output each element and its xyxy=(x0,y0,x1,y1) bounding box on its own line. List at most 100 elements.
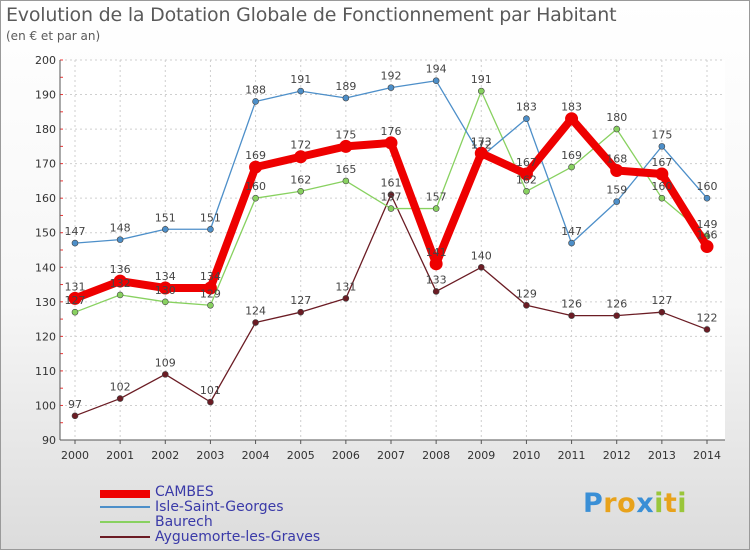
data-point-baurech xyxy=(342,177,350,185)
data-point-ayguemorte-les-graves xyxy=(432,288,440,295)
x-tick-label: 2008 xyxy=(422,449,450,462)
data-label-baurech: 180 xyxy=(606,111,627,124)
data-point-ayguemorte-les-graves xyxy=(207,398,214,406)
data-label-cambes: 134 xyxy=(155,270,176,283)
data-label-baurech: 157 xyxy=(381,191,402,204)
data-point-ayguemorte-les-graves xyxy=(71,412,79,420)
legend-swatch-cambes xyxy=(100,490,150,498)
data-label-baurech: 162 xyxy=(290,173,311,186)
x-tick-label: 2001 xyxy=(106,449,134,462)
data-label-cambes: 167 xyxy=(651,156,672,169)
data-point-isle-saint-georges xyxy=(613,198,621,205)
data-label-baurech: 127 xyxy=(65,294,86,307)
data-point-ayguemorte-les-graves xyxy=(387,191,395,199)
data-point-isle-saint-georges xyxy=(297,87,305,95)
data-point-baurech xyxy=(71,308,79,316)
data-point-cambes xyxy=(249,160,263,174)
data-label-baurech: 157 xyxy=(426,191,447,204)
data-point-ayguemorte-les-graves xyxy=(116,395,124,402)
legend-swatch-isle-saint-georges xyxy=(100,506,150,508)
y-tick-label: 130 xyxy=(35,296,56,309)
data-label-ayguemorte-les-graves: 129 xyxy=(516,287,537,300)
x-tick-label: 2003 xyxy=(196,449,224,462)
data-label-isle-saint-georges: 188 xyxy=(245,83,266,96)
data-point-ayguemorte-les-graves xyxy=(252,319,259,326)
data-point-baurech xyxy=(658,194,666,202)
data-point-cambes xyxy=(339,139,353,153)
data-label-isle-saint-georges: 189 xyxy=(335,80,356,93)
data-label-cambes: 173 xyxy=(471,135,492,148)
data-point-ayguemorte-les-graves xyxy=(161,371,169,378)
data-point-baurech xyxy=(116,291,124,299)
data-label-ayguemorte-les-graves: 109 xyxy=(155,356,176,369)
data-label-baurech: 132 xyxy=(110,277,131,290)
data-point-cambes xyxy=(610,164,624,178)
x-tick-label: 2012 xyxy=(603,449,631,462)
data-point-cambes xyxy=(474,146,488,160)
y-tick-label: 110 xyxy=(35,365,56,378)
data-label-ayguemorte-les-graves: 127 xyxy=(290,294,311,307)
data-label-ayguemorte-les-graves: 101 xyxy=(200,384,221,397)
data-point-ayguemorte-les-graves xyxy=(523,301,530,309)
data-label-isle-saint-georges: 192 xyxy=(381,70,402,83)
y-tick-label: 160 xyxy=(35,192,56,205)
chart-title: Evolution de la Dotation Globale de Fonc… xyxy=(6,4,617,26)
legend-label-cambes: CAMBES xyxy=(155,484,214,500)
data-label-ayguemorte-les-graves: 140 xyxy=(471,249,492,262)
data-label-baurech: 165 xyxy=(335,163,356,176)
data-label-ayguemorte-les-graves: 131 xyxy=(335,280,356,293)
data-label-ayguemorte-les-graves: 127 xyxy=(651,294,672,307)
data-label-baurech: 129 xyxy=(200,287,221,300)
data-label-ayguemorte-les-graves: 133 xyxy=(426,273,447,286)
data-label-ayguemorte-les-graves: 102 xyxy=(110,381,131,394)
data-point-cambes xyxy=(565,112,579,126)
x-tick-label: 2010 xyxy=(512,449,540,462)
data-label-cambes: 146 xyxy=(697,229,718,242)
data-label-cambes: 175 xyxy=(335,128,356,141)
x-tick-label: 2009 xyxy=(467,449,495,462)
data-label-baurech: 160 xyxy=(245,180,266,193)
data-point-cambes xyxy=(700,240,714,254)
data-point-isle-saint-georges xyxy=(342,94,350,102)
data-point-isle-saint-georges xyxy=(252,98,259,105)
legend-label-ayguemorte-les-graves: Ayguemorte-les-Graves xyxy=(155,529,321,545)
data-label-isle-saint-georges: 147 xyxy=(65,225,86,238)
data-label-cambes: 134 xyxy=(200,270,221,283)
data-label-cambes: 169 xyxy=(245,149,266,162)
data-point-baurech xyxy=(161,298,169,306)
data-label-ayguemorte-les-graves: 122 xyxy=(697,311,718,324)
data-point-cambes xyxy=(384,136,398,150)
y-tick-label: 200 xyxy=(35,54,56,67)
legend-label-isle-saint-georges: Isle-Saint-Georges xyxy=(155,499,284,515)
y-tick-label: 140 xyxy=(35,261,56,274)
data-label-cambes: 136 xyxy=(110,263,131,276)
data-point-cambes xyxy=(519,167,533,181)
x-tick-label: 2014 xyxy=(693,449,721,462)
data-point-ayguemorte-les-graves xyxy=(477,263,485,271)
data-point-cambes xyxy=(113,274,127,288)
data-point-isle-saint-georges xyxy=(523,115,530,123)
data-label-isle-saint-georges: 172 xyxy=(471,139,492,152)
chart-subtitle: (en € et par an) xyxy=(6,29,101,43)
data-point-isle-saint-georges xyxy=(387,84,395,91)
data-point-baurech xyxy=(477,87,485,95)
data-label-ayguemorte-les-graves: 126 xyxy=(561,298,582,311)
data-point-cambes xyxy=(429,257,443,271)
data-label-isle-saint-georges: 160 xyxy=(697,180,718,193)
data-point-baurech xyxy=(387,205,395,212)
data-point-baurech xyxy=(207,301,214,309)
data-label-baurech: 191 xyxy=(471,73,492,86)
y-tick-label: 180 xyxy=(35,123,56,136)
data-point-cambes xyxy=(203,281,217,295)
data-point-baurech xyxy=(523,187,530,195)
data-label-isle-saint-georges: 183 xyxy=(516,101,537,114)
data-point-isle-saint-georges xyxy=(207,225,214,233)
y-tick-label: 170 xyxy=(35,158,56,171)
data-label-cambes: 141 xyxy=(426,246,447,259)
data-point-isle-saint-georges xyxy=(658,143,666,150)
data-label-isle-saint-georges: 191 xyxy=(290,73,311,86)
x-tick-label: 2004 xyxy=(242,449,270,462)
x-tick-label: 2000 xyxy=(61,449,89,462)
data-label-ayguemorte-les-graves: 97 xyxy=(68,398,82,411)
data-point-ayguemorte-les-graves xyxy=(297,308,305,316)
